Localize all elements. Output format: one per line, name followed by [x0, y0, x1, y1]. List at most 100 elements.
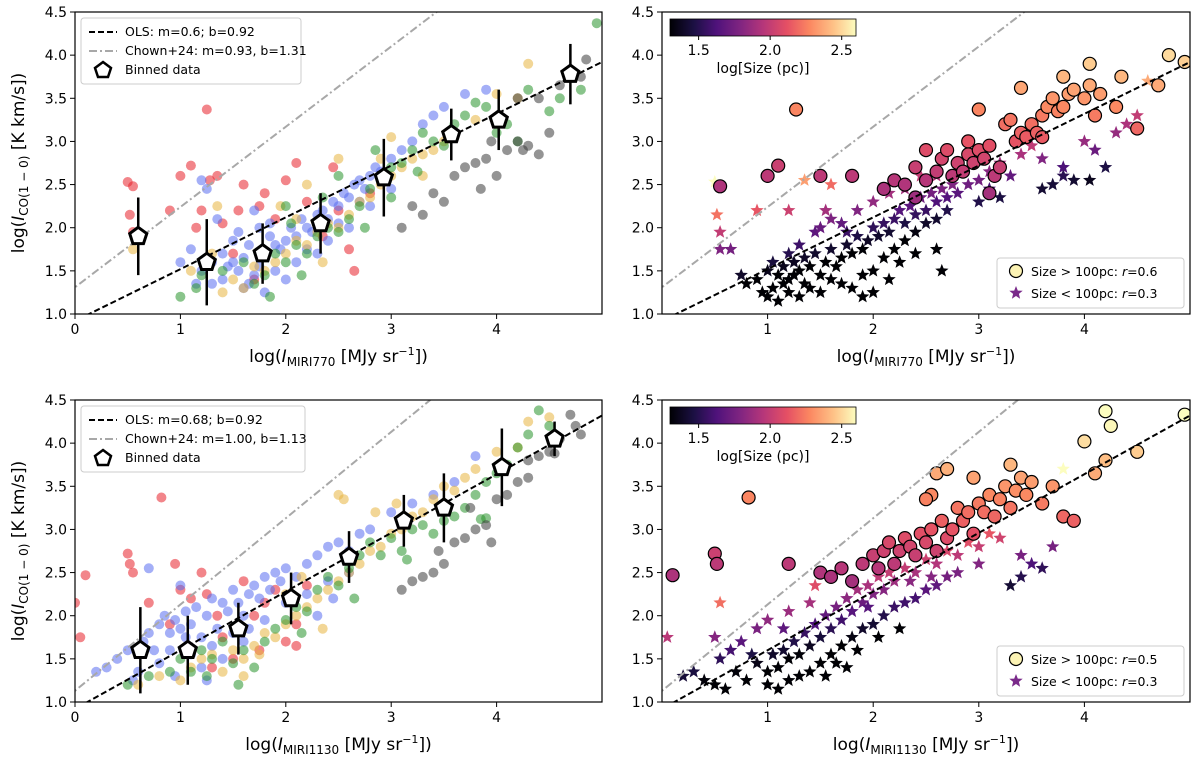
- point-small-source: [750, 621, 764, 635]
- point-orange: [312, 593, 323, 604]
- point-gray: [581, 54, 592, 65]
- binned-marker: [560, 63, 581, 83]
- point-green: [249, 278, 260, 289]
- point-small-source: [1083, 173, 1097, 186]
- point-red: [124, 558, 135, 569]
- point-green: [365, 537, 376, 548]
- point-green: [175, 291, 186, 302]
- ytick-label: 4.5: [632, 393, 654, 409]
- point-large-source: [771, 158, 786, 173]
- point-blue: [291, 257, 302, 268]
- point-small-source: [982, 526, 996, 540]
- point-orange: [154, 671, 165, 682]
- point-blue: [323, 541, 333, 552]
- point-large-source: [844, 574, 860, 589]
- p3-marks: [75, 400, 602, 702]
- point-small-source: [1120, 117, 1134, 130]
- point-orange: [254, 649, 265, 660]
- point-small-source: [776, 621, 791, 635]
- point-blue: [323, 235, 333, 246]
- ytick-label: 2.5: [45, 178, 67, 194]
- point-orange: [291, 610, 302, 621]
- ytick-label: 1.5: [632, 264, 654, 280]
- ols-line: [673, 60, 1190, 314]
- point-gray: [481, 153, 492, 164]
- point-green: [417, 520, 428, 531]
- chown-line: [662, 400, 1020, 693]
- point-red: [238, 576, 249, 587]
- ols-line: [86, 60, 602, 314]
- point-blue: [328, 593, 339, 604]
- colorbar-tick-label: 2.0: [759, 43, 781, 59]
- point-green: [449, 511, 460, 522]
- point-green: [428, 136, 439, 147]
- point-small-source: [829, 600, 843, 613]
- point-orange: [249, 640, 260, 651]
- panel-bottom-right: 1 2 3 4 1.0 1.5 2.0 2.5 3.0 3.5 4.0 4.5 log(IMIRI11…: [632, 393, 1191, 757]
- point-large-source: [1013, 80, 1029, 96]
- point-green: [407, 145, 418, 156]
- point-large-source: [908, 190, 923, 205]
- point-red: [280, 175, 291, 186]
- binned-marker: [280, 587, 302, 608]
- point-green: [164, 666, 175, 677]
- point-large-source: [712, 179, 728, 194]
- ytick-label: 1.5: [632, 652, 654, 668]
- point-gray: [438, 196, 449, 207]
- point-large-source: [918, 173, 934, 188]
- point-large-source: [887, 556, 902, 572]
- p4-ticks: 1 2 3 4 1.0 1.5 2.0 2.5 3.0 3.5 4.0 4.5: [632, 393, 1089, 726]
- point-green: [259, 636, 270, 647]
- p1-legend: OLS: m=0.6; b=0.92 Chown+24: m=0.93, b=1…: [80, 17, 307, 85]
- point-gray: [491, 494, 502, 505]
- point-red: [201, 104, 212, 115]
- point-large-source: [939, 143, 955, 158]
- point-orange: [301, 240, 312, 250]
- point-small-source: [929, 578, 944, 592]
- ytick-label: 1.0: [45, 695, 67, 711]
- colorbar-tick-label: 2.5: [831, 43, 853, 59]
- p4-legend: Size > 100pc: r=0.5 Size < 100pc: r=0.3: [996, 645, 1185, 697]
- point-small-source: [882, 225, 896, 238]
- point-blue: [396, 145, 407, 156]
- point-green: [359, 222, 370, 233]
- p2-colorbar-bar: [669, 18, 857, 37]
- point-red: [207, 662, 217, 673]
- point-blue: [217, 597, 228, 608]
- point-orange: [133, 679, 144, 690]
- binned-marker: [127, 225, 149, 246]
- point-small-source: [929, 212, 944, 225]
- point-small-source: [808, 246, 822, 260]
- point-small-source: [845, 281, 859, 294]
- point-small-source: [713, 242, 727, 255]
- p3-legend-ols: OLS: m=0.68; b=0.92: [125, 412, 263, 427]
- point-blue: [333, 201, 344, 212]
- point-gray: [512, 477, 523, 487]
- point-small-source: [760, 664, 775, 678]
- point-small-source: [940, 544, 954, 557]
- point-blue: [386, 507, 397, 518]
- p3-legend-box: [80, 405, 306, 473]
- binned-marker: [196, 251, 218, 271]
- point-gray: [554, 80, 565, 91]
- point-small-source: [961, 177, 975, 191]
- point-gray: [470, 158, 481, 168]
- point-blue: [301, 589, 312, 600]
- point-small-source: [1141, 74, 1155, 87]
- point-small-source: [903, 199, 917, 212]
- point-red: [291, 640, 302, 651]
- point-small-source: [808, 578, 822, 592]
- point-large-source: [781, 556, 796, 572]
- point-large-source: [1098, 453, 1113, 468]
- p4-legend-large: Size > 100pc: r=0.5: [1031, 652, 1157, 667]
- xtick-label: 1: [763, 322, 772, 338]
- point-blue: [175, 623, 186, 634]
- point-small-source: [877, 582, 891, 596]
- point-gray: [486, 537, 497, 548]
- point-gray: [396, 222, 407, 233]
- point-blue: [270, 265, 281, 276]
- p2-ticks: 1 2 3 4 1.0 1.5 2.0 2.5 3.0 3.5 4.0 4.5: [632, 5, 1089, 338]
- point-blue: [143, 563, 154, 574]
- point-orange: [185, 265, 196, 276]
- point-large-source: [876, 181, 891, 196]
